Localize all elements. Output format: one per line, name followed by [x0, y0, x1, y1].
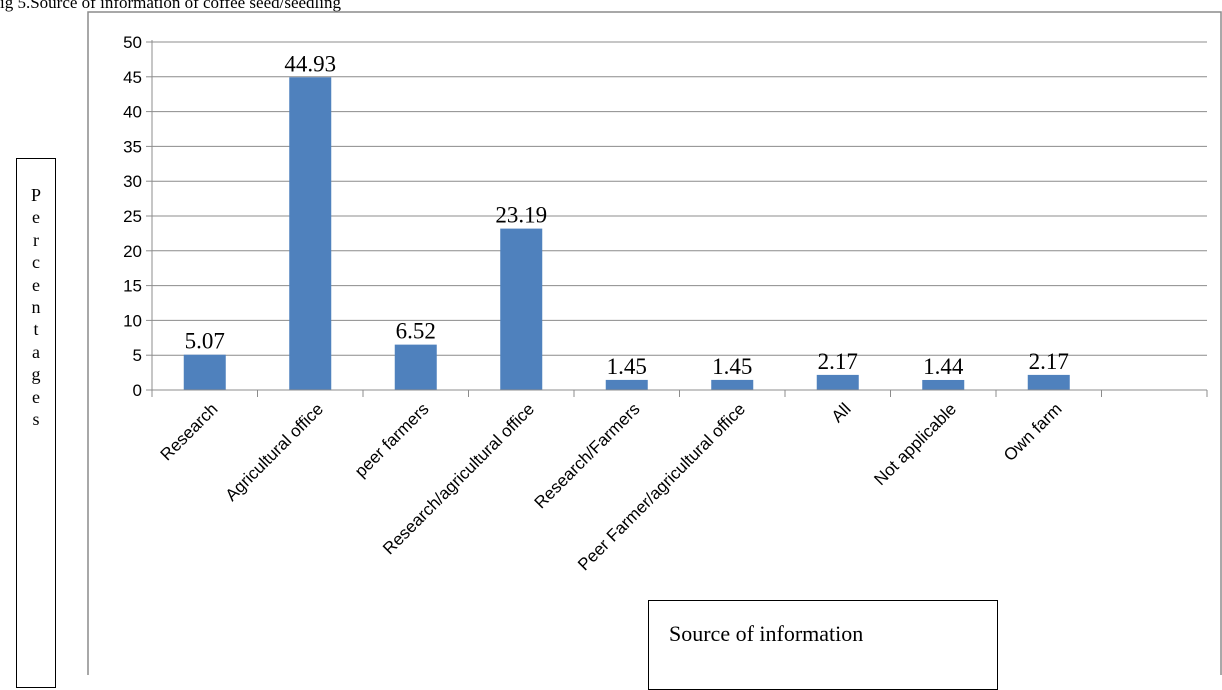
y-tick-label: 0 [133, 381, 142, 400]
bar [816, 374, 859, 390]
data-label: 23.19 [495, 203, 547, 228]
x-axis-title-box: Source of information [648, 600, 998, 690]
category-label: peer farmers [351, 399, 433, 481]
category-label: Not applicable [870, 399, 960, 489]
bar [711, 379, 754, 390]
y-tick-label: 15 [123, 277, 142, 296]
x-axis-ticks [151, 390, 1208, 397]
data-label: 44.93 [284, 51, 336, 76]
y-tick-label: 5 [133, 346, 142, 365]
y-axis-ticks: 0 5 10 15 20 25 30 35 40 45 50 [123, 33, 152, 400]
category-label: Research [157, 399, 222, 464]
category-labels: Research Agricultural office peer farmers R… [157, 399, 1066, 574]
category-label: All [828, 399, 855, 426]
y-axis-title-letter: s [32, 409, 40, 429]
bar [183, 354, 226, 390]
y-axis-title-letter: t [33, 319, 39, 340]
bar [394, 344, 437, 390]
y-tick-label: 50 [123, 33, 142, 52]
data-labels: 5.07 44.93 6.52 23.19 1.45 1.45 2.17 1.44 2.17 [185, 51, 1069, 379]
y-axis-title-letter: e [32, 386, 40, 407]
data-label: 2.17 [1029, 349, 1069, 374]
data-label: 6.52 [396, 319, 436, 344]
y-axis-title-letter: c [32, 252, 40, 273]
bar [1027, 374, 1070, 390]
x-axis-title: Source of information [669, 621, 864, 646]
y-tick-label: 30 [123, 172, 142, 191]
data-label: 1.44 [923, 354, 964, 379]
data-label: 5.07 [185, 329, 225, 354]
y-axis-title-letter: e [32, 274, 40, 295]
data-label: 2.17 [818, 349, 858, 374]
chart-area-border [87, 11, 1222, 675]
data-label: 1.45 [607, 354, 647, 379]
bars [183, 77, 1070, 390]
category-label: Peer Farmer/agricultural office [574, 399, 749, 574]
category-label: Agricultural office [222, 399, 327, 504]
bar [922, 379, 965, 390]
bar [289, 77, 332, 390]
bar [500, 228, 543, 390]
y-tick-label: 35 [123, 137, 142, 156]
y-tick-label: 20 [123, 242, 142, 261]
y-axis-title-letter: r [33, 229, 39, 250]
data-label: 1.45 [712, 354, 752, 379]
y-axis-title-letter: a [32, 341, 40, 362]
category-label: Research/Farmers [531, 399, 644, 512]
y-axis-title-letter: g [31, 364, 41, 385]
y-axis-title-letter: e [32, 207, 40, 228]
y-tick-label: 25 [123, 207, 142, 226]
y-axis-title-letter: n [31, 297, 41, 317]
y-tick-label: 45 [123, 68, 142, 87]
figure-caption: ig 5.Source of information of coffee see… [0, 0, 341, 12]
y-tick-label: 10 [123, 311, 142, 330]
category-label: Own farm [1000, 399, 1066, 465]
y-tick-label: 40 [123, 103, 142, 122]
bar [605, 379, 648, 390]
bar-chart: 0 5 10 15 20 25 30 35 40 45 50 5.07 44.93 6.52 23.19 1… [87, 11, 1222, 675]
y-axis-title-letter: P [30, 185, 41, 205]
